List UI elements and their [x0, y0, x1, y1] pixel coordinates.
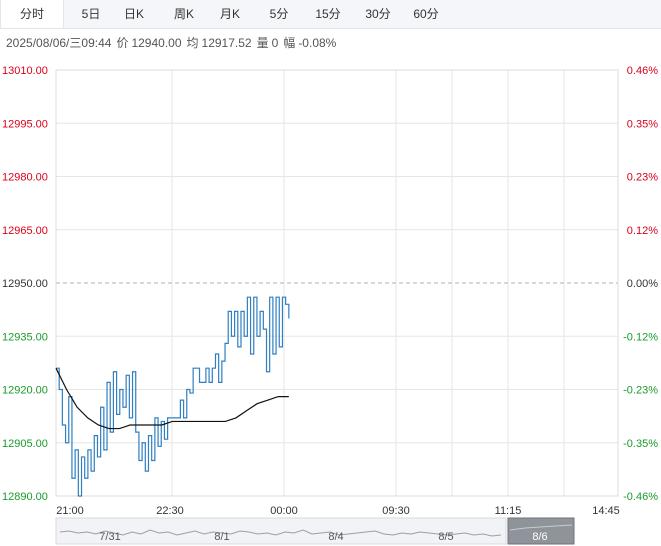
tab-3[interactable]: 日K	[123, 7, 144, 21]
x-tick-3: 09:30	[382, 505, 410, 517]
quote-price-label: 价	[116, 36, 129, 50]
y-tick-right-2: 0.23%	[627, 172, 658, 184]
y-tick-right-4: 0.00%	[627, 278, 658, 290]
overview-date-4: 8/6	[532, 531, 547, 543]
x-tick-1: 22:30	[156, 505, 184, 517]
y-tick-right-3: 0.12%	[627, 225, 658, 237]
overview-selected	[507, 517, 575, 545]
quote-avg-label: 均	[186, 36, 199, 50]
y-tick-left-7: 12905.00	[2, 438, 48, 450]
overview-strip	[55, 517, 507, 545]
tab-1[interactable]: 分时	[0, 0, 64, 28]
average-line	[55, 367, 289, 430]
x-tick-0: 21:00	[56, 505, 84, 517]
y-tick-right-1: 0.35%	[627, 118, 658, 130]
y-tick-right-6: -0.23%	[623, 385, 658, 397]
overview-date-2: 8/4	[328, 531, 343, 543]
quote-vol-label: 量	[256, 36, 269, 50]
y-tick-right-5: -0.12%	[623, 331, 658, 343]
y-tick-right-7: -0.35%	[623, 438, 658, 450]
tab-2[interactable]: 5日	[81, 7, 101, 21]
x-tick-2: 00:00	[270, 505, 298, 517]
overview-date-0: 7/31	[99, 531, 120, 543]
tab-8[interactable]: 30分	[365, 7, 391, 21]
y-tick-left-5: 12935.00	[2, 331, 48, 343]
tab-4[interactable]: 周K	[173, 7, 194, 21]
y-tick-right-8: -0.46%	[623, 491, 658, 503]
quote-bar: 2025/08/06/三09:44 价 12940.00 均 12917.52 量 0 幅 -0…	[6, 34, 341, 51]
overview-date-3: 8/5	[438, 531, 453, 543]
tab-6[interactable]: 5分	[269, 7, 289, 21]
y-tick-left-8: 12890.00	[2, 491, 48, 503]
price-line	[56, 296, 290, 497]
x-tick-4: 11:15	[495, 505, 522, 517]
quote-vol: 0	[271, 36, 279, 50]
y-tick-left-3: 12965.00	[2, 225, 48, 237]
overview-selected-trace	[509, 524, 573, 531]
quote-chg-label: 幅	[283, 36, 296, 50]
quote-price: 12940.00	[131, 36, 182, 50]
y-tick-left-2: 12980.00	[2, 172, 48, 184]
y-tick-left-1: 12995.00	[2, 118, 48, 130]
quote-chg: -0.08%	[298, 36, 337, 50]
overview-date-1: 8/1	[214, 531, 229, 543]
y-tick-left-6: 12920.00	[2, 385, 48, 397]
x-tick-5: 14:45	[592, 505, 620, 517]
tab-7[interactable]: 15分	[315, 7, 341, 21]
quote-avg: 12917.52	[201, 36, 252, 50]
plot-frame	[55, 69, 619, 497]
y-tick-left-0: 13010.00	[2, 65, 48, 77]
quote-datetime: 2025/08/06/三09:44	[6, 36, 112, 50]
tab-9[interactable]: 60分	[413, 7, 439, 21]
period-tabs: 分时 5日 日K 周K 月K 5分 15分 30分 60分	[0, 0, 661, 29]
tab-5[interactable]: 月K	[219, 7, 240, 21]
y-tick-right-0: 0.46%	[627, 65, 658, 77]
overview-trace	[59, 529, 502, 537]
y-tick-left-4: 12950.00	[2, 278, 48, 290]
